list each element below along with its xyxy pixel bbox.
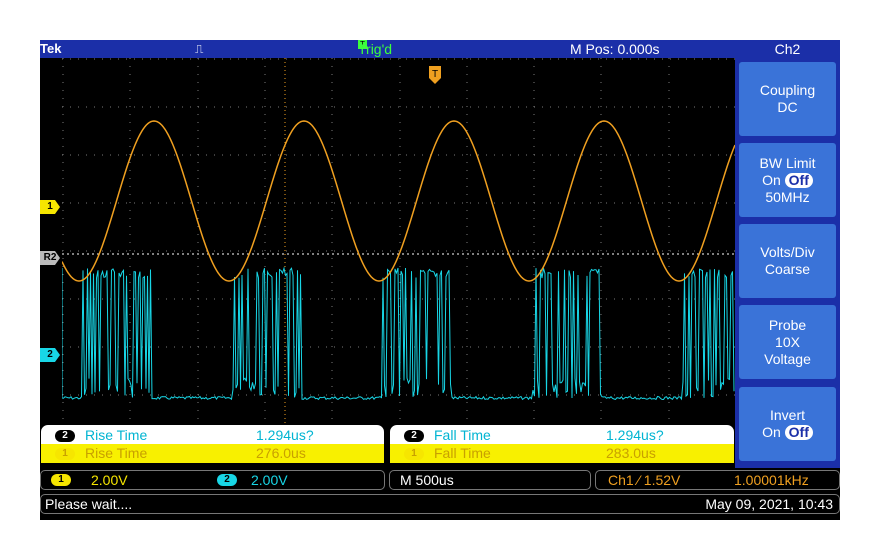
acquisition-icon: ⎍	[195, 42, 204, 56]
graticule-grid	[62, 58, 737, 444]
coupling-label: Coupling	[759, 82, 816, 98]
measurement-panel-rise: 2 Rise Time 1.294us? 1 Rise Time 276.0us	[40, 424, 385, 464]
ch2-chip: 2	[55, 430, 75, 442]
measurement-row: 1 Fall Time 283.0us	[390, 444, 734, 463]
datetime: May 09, 2021, 10:43	[705, 496, 833, 512]
ch1-chip: 1	[55, 448, 75, 460]
coupling-button[interactable]: Coupling DC	[739, 62, 836, 136]
svg-text:T: T	[432, 69, 438, 80]
measurement-label: Fall Time	[434, 445, 491, 461]
ch2-chip: 2	[404, 430, 424, 442]
status-message: Please wait....	[45, 496, 133, 512]
volts-div-value: Coarse	[764, 261, 811, 277]
trigger-frequency: 1.00001kHz	[734, 472, 809, 488]
invert-on: On	[762, 424, 781, 440]
measurement-value: 1.294us?	[606, 427, 664, 443]
measurement-panel-fall: 2 Fall Time 1.294us? 1 Fall Time 283.0us	[389, 424, 735, 464]
ch1-scale: 2.00V	[91, 472, 128, 488]
ch2-scale-chip: 2	[217, 474, 237, 486]
probe-label: Probe	[768, 316, 807, 333]
ch1-waveform	[61, 120, 736, 282]
top-status-bar: Tek ⎍ T Trig'd M Pos: 0.000s	[40, 40, 735, 58]
measurement-row: 1 Rise Time 276.0us	[41, 444, 384, 463]
side-menu: Ch2 Coupling DC BW Limit On Off 50MHz Vo…	[735, 40, 840, 468]
brand-label: Tek	[40, 41, 62, 56]
waveform-graticule: T	[61, 58, 737, 444]
measurement-label: Fall Time	[434, 427, 491, 443]
bottom-status-area: 1 2.00V 2 2.00V M 500us Ch1 ⁄ 1.52V 1.00…	[40, 468, 840, 520]
measurement-label: Rise Time	[85, 445, 148, 461]
trigger-status-label: Trig'd	[358, 41, 393, 57]
ref2-marker[interactable]: R2	[40, 251, 60, 265]
channel-scale-box[interactable]: 1 2.00V 2 2.00V	[40, 470, 385, 490]
measurement-value: 283.0us	[606, 445, 656, 461]
probe-button[interactable]: Probe 10X Voltage	[739, 305, 836, 379]
volts-div-button[interactable]: Volts/Div Coarse	[739, 224, 836, 298]
ch1-chip: 1	[404, 448, 424, 460]
coupling-value: DC	[777, 99, 798, 115]
ch2-ground-marker[interactable]: 2	[40, 348, 60, 362]
timebase-box[interactable]: M 500us	[389, 470, 591, 490]
measurement-label: Rise Time	[85, 427, 148, 443]
invert-button[interactable]: Invert On Off	[739, 387, 836, 461]
bw-limit-value: 50MHz	[765, 188, 810, 205]
waveform-display: T	[61, 58, 737, 444]
invert-off: Off	[784, 425, 813, 440]
invert-label: Invert	[769, 407, 805, 423]
probe-type: Voltage	[764, 350, 811, 367]
bw-limit-off: Off	[784, 172, 813, 188]
trigger-box[interactable]: Ch1 ⁄ 1.52V 1.00001kHz	[595, 470, 840, 490]
timebase-value: M 500us	[400, 472, 454, 488]
measurement-row: 2 Fall Time 1.294us?	[390, 426, 734, 445]
measurement-value: 276.0us	[256, 445, 306, 461]
ch2-scale: 2.00V	[251, 472, 288, 488]
bw-limit-on: On	[762, 171, 781, 188]
probe-attenuation: 10X	[775, 333, 800, 350]
menu-title: Ch2	[774, 41, 801, 57]
ch2-waveform	[61, 266, 735, 401]
message-bar: Please wait.... May 09, 2021, 10:43	[40, 494, 840, 514]
horizontal-position: M Pos: 0.000s	[570, 41, 660, 57]
oscilloscope-screen: Tek ⎍ T Trig'd M Pos: 0.000s 1 R2 2 T Ch2…	[40, 40, 840, 520]
bw-limit-label: BW Limit	[759, 154, 816, 171]
ch1-ground-marker[interactable]: 1	[40, 200, 60, 214]
measurement-row: 2 Rise Time 1.294us?	[41, 426, 384, 445]
ch1-scale-chip: 1	[51, 474, 71, 486]
bw-limit-button[interactable]: BW Limit On Off 50MHz	[739, 143, 836, 217]
trigger-icon: T	[358, 40, 367, 49]
volts-div-label: Volts/Div	[760, 244, 815, 260]
trigger-position-marker: T	[429, 66, 441, 84]
trigger-level: Ch1 ⁄ 1.52V	[608, 472, 681, 488]
measurement-value: 1.294us?	[256, 427, 314, 443]
